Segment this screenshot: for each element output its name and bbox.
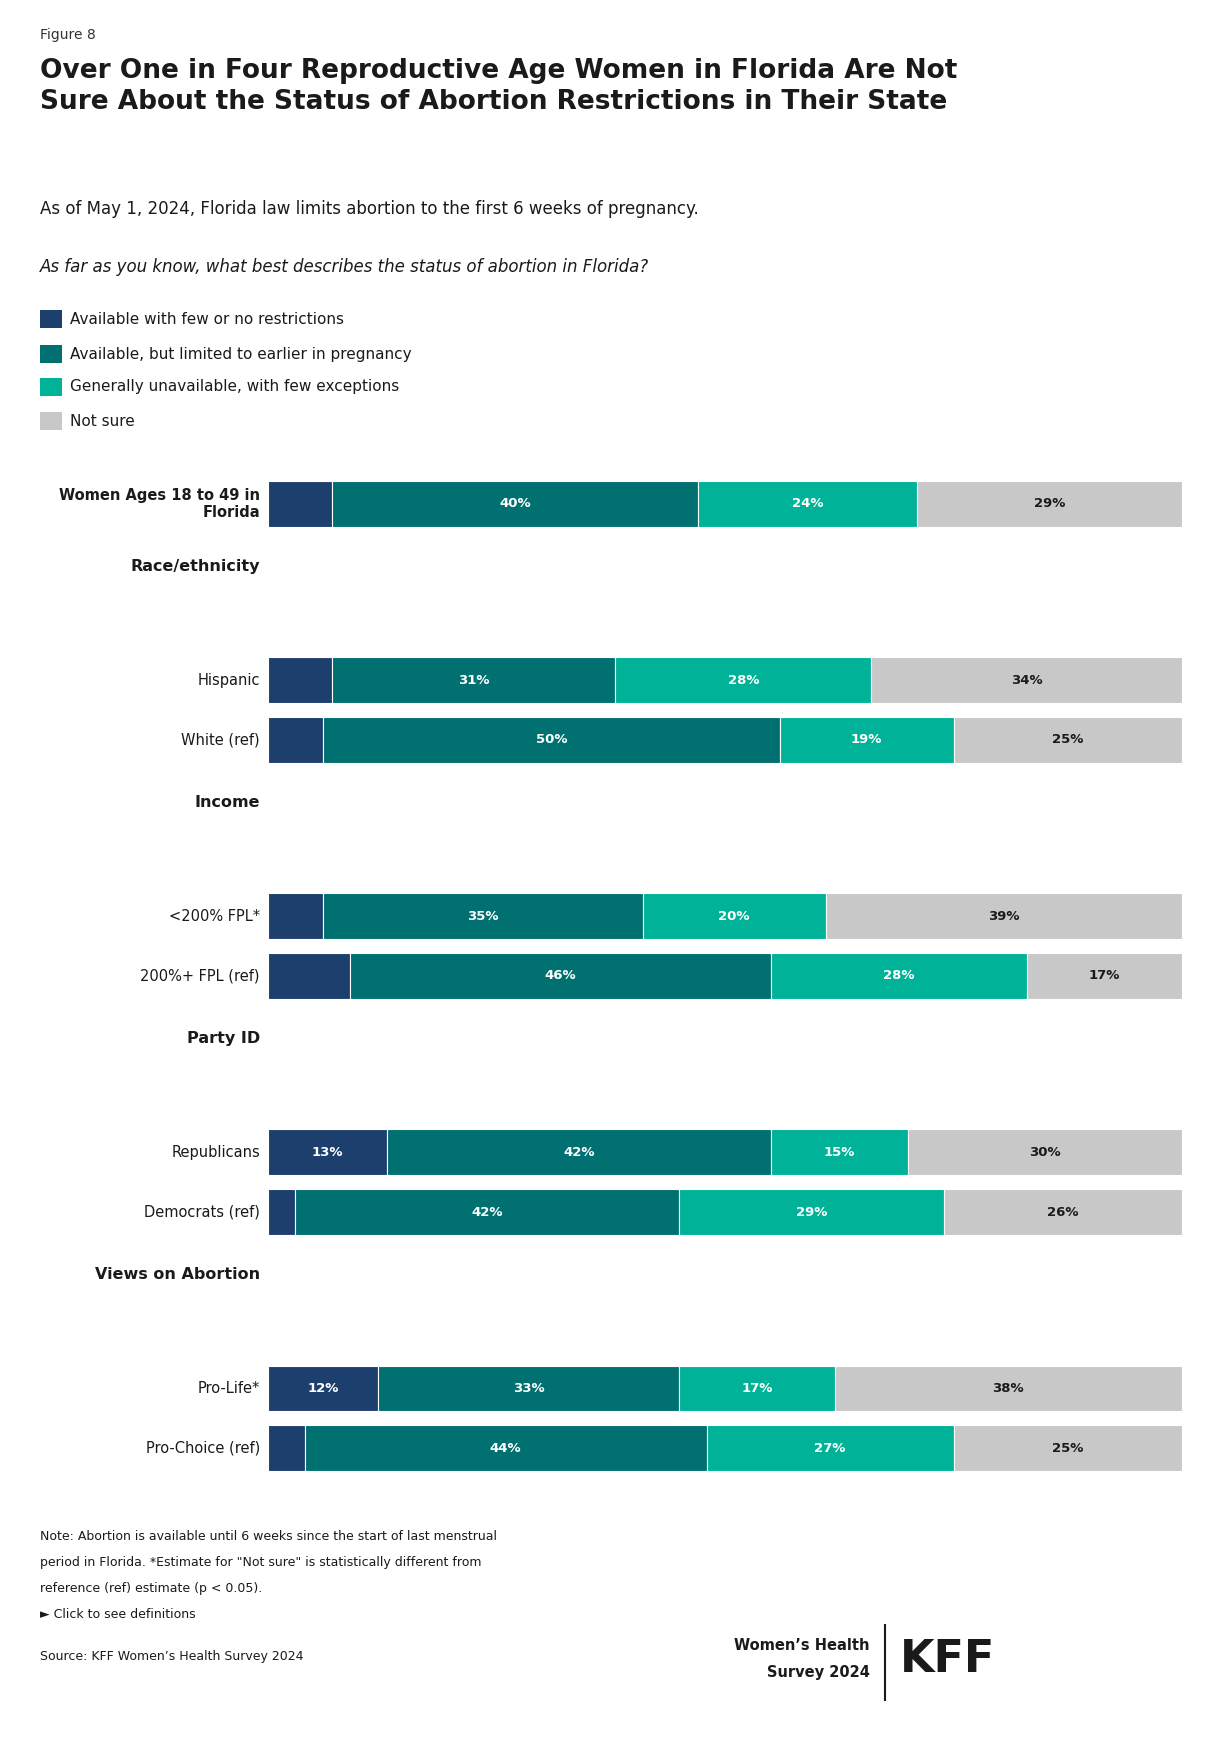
Text: Source: KFF Women’s Health Survey 2024: Source: KFF Women’s Health Survey 2024 xyxy=(40,1650,304,1662)
Text: 46%: 46% xyxy=(544,969,576,983)
Text: 13%: 13% xyxy=(311,1145,343,1159)
Text: 28%: 28% xyxy=(883,969,915,983)
Bar xyxy=(378,1365,680,1411)
Text: 19%: 19% xyxy=(852,733,882,747)
Text: Generally unavailable, with few exceptions: Generally unavailable, with few exceptio… xyxy=(70,379,399,395)
Text: Pro-Life*: Pro-Life* xyxy=(198,1381,260,1395)
Text: KFF: KFF xyxy=(900,1638,996,1681)
Text: As of May 1, 2024, Florida law limits abortion to the first 6 weeks of pregnancy: As of May 1, 2024, Florida law limits ab… xyxy=(40,201,699,218)
Bar xyxy=(615,656,871,704)
Bar xyxy=(387,1130,771,1175)
Text: 27%: 27% xyxy=(815,1442,845,1454)
Text: Women Ages 18 to 49 in
Florida: Women Ages 18 to 49 in Florida xyxy=(59,487,260,520)
Text: 31%: 31% xyxy=(458,674,489,686)
Text: Democrats (ref): Democrats (ref) xyxy=(144,1205,260,1219)
Text: reference (ref) estimate (p < 0.05).: reference (ref) estimate (p < 0.05). xyxy=(40,1582,262,1596)
Bar xyxy=(268,1189,295,1234)
Text: 25%: 25% xyxy=(1052,733,1083,747)
Bar xyxy=(268,482,332,527)
Text: Available, but limited to earlier in pregnancy: Available, but limited to earlier in pre… xyxy=(70,346,411,361)
Bar xyxy=(954,1425,1182,1470)
Text: ► Click to see definitions: ► Click to see definitions xyxy=(40,1608,195,1620)
Text: 38%: 38% xyxy=(993,1381,1024,1395)
Text: 42%: 42% xyxy=(562,1145,594,1159)
Bar xyxy=(871,656,1182,704)
Text: Pro-Choice (ref): Pro-Choice (ref) xyxy=(145,1440,260,1456)
Bar xyxy=(954,718,1182,763)
Text: White (ref): White (ref) xyxy=(182,732,260,747)
Text: 34%: 34% xyxy=(1011,674,1042,686)
Text: <200% FPL*: <200% FPL* xyxy=(168,908,260,924)
Bar xyxy=(944,1189,1182,1234)
Text: Views on Abortion: Views on Abortion xyxy=(95,1268,260,1282)
Bar xyxy=(680,1189,944,1234)
Bar xyxy=(908,1130,1182,1175)
Text: 30%: 30% xyxy=(1030,1145,1060,1159)
Text: 42%: 42% xyxy=(472,1205,503,1219)
Text: Republicans: Republicans xyxy=(171,1145,260,1159)
Text: As far as you know, what best describes the status of abortion in Florida?: As far as you know, what best describes … xyxy=(40,258,649,276)
Text: 50%: 50% xyxy=(536,733,567,747)
Text: 29%: 29% xyxy=(1033,498,1065,510)
Bar xyxy=(268,1425,305,1470)
Text: period in Florida. *Estimate for "Not sure" is statistically different from: period in Florida. *Estimate for "Not su… xyxy=(40,1556,482,1570)
Bar xyxy=(1026,953,1182,999)
Text: 15%: 15% xyxy=(824,1145,855,1159)
Text: 26%: 26% xyxy=(1048,1205,1078,1219)
Bar xyxy=(771,953,1026,999)
Text: 24%: 24% xyxy=(792,498,824,510)
Text: Income: Income xyxy=(194,794,260,810)
Text: 39%: 39% xyxy=(988,910,1020,922)
Bar xyxy=(332,656,615,704)
Bar xyxy=(350,953,771,999)
Text: Note: Abortion is available until 6 weeks since the start of last menstrual: Note: Abortion is available until 6 week… xyxy=(40,1529,497,1543)
Bar xyxy=(295,1189,680,1234)
Text: Not sure: Not sure xyxy=(70,414,134,428)
Bar xyxy=(268,1130,387,1175)
Text: 17%: 17% xyxy=(1088,969,1120,983)
Text: 200%+ FPL (ref): 200%+ FPL (ref) xyxy=(140,969,260,983)
Text: 44%: 44% xyxy=(489,1442,521,1454)
Text: Figure 8: Figure 8 xyxy=(40,28,95,42)
Text: 33%: 33% xyxy=(512,1381,544,1395)
Bar xyxy=(680,1365,834,1411)
Bar xyxy=(268,718,323,763)
Text: 35%: 35% xyxy=(467,910,499,922)
Text: Party ID: Party ID xyxy=(187,1032,260,1046)
Text: 40%: 40% xyxy=(499,498,531,510)
Bar xyxy=(332,482,698,527)
Text: Hispanic: Hispanic xyxy=(198,672,260,688)
Bar xyxy=(698,482,917,527)
Bar xyxy=(305,1425,706,1470)
Text: 28%: 28% xyxy=(727,674,759,686)
Text: 12%: 12% xyxy=(307,1381,338,1395)
Text: 25%: 25% xyxy=(1052,1442,1083,1454)
Bar xyxy=(268,656,332,704)
Bar xyxy=(780,718,954,763)
Bar xyxy=(268,894,323,939)
Bar xyxy=(706,1425,954,1470)
Bar xyxy=(268,1365,378,1411)
Bar xyxy=(323,894,643,939)
Text: Race/ethnicity: Race/ethnicity xyxy=(131,559,260,574)
Text: Women’s Health: Women’s Health xyxy=(734,1638,870,1653)
Text: Available with few or no restrictions: Available with few or no restrictions xyxy=(70,311,344,327)
Bar xyxy=(834,1365,1182,1411)
Text: Over One in Four Reproductive Age Women in Florida Are Not
Sure About the Status: Over One in Four Reproductive Age Women … xyxy=(40,58,958,115)
Text: 17%: 17% xyxy=(742,1381,772,1395)
Text: 29%: 29% xyxy=(797,1205,827,1219)
Bar xyxy=(643,894,826,939)
Bar xyxy=(268,953,350,999)
Text: Survey 2024: Survey 2024 xyxy=(767,1666,870,1680)
Bar xyxy=(917,482,1182,527)
Bar xyxy=(323,718,780,763)
Bar xyxy=(771,1130,908,1175)
Bar xyxy=(826,894,1182,939)
Text: 20%: 20% xyxy=(719,910,750,922)
